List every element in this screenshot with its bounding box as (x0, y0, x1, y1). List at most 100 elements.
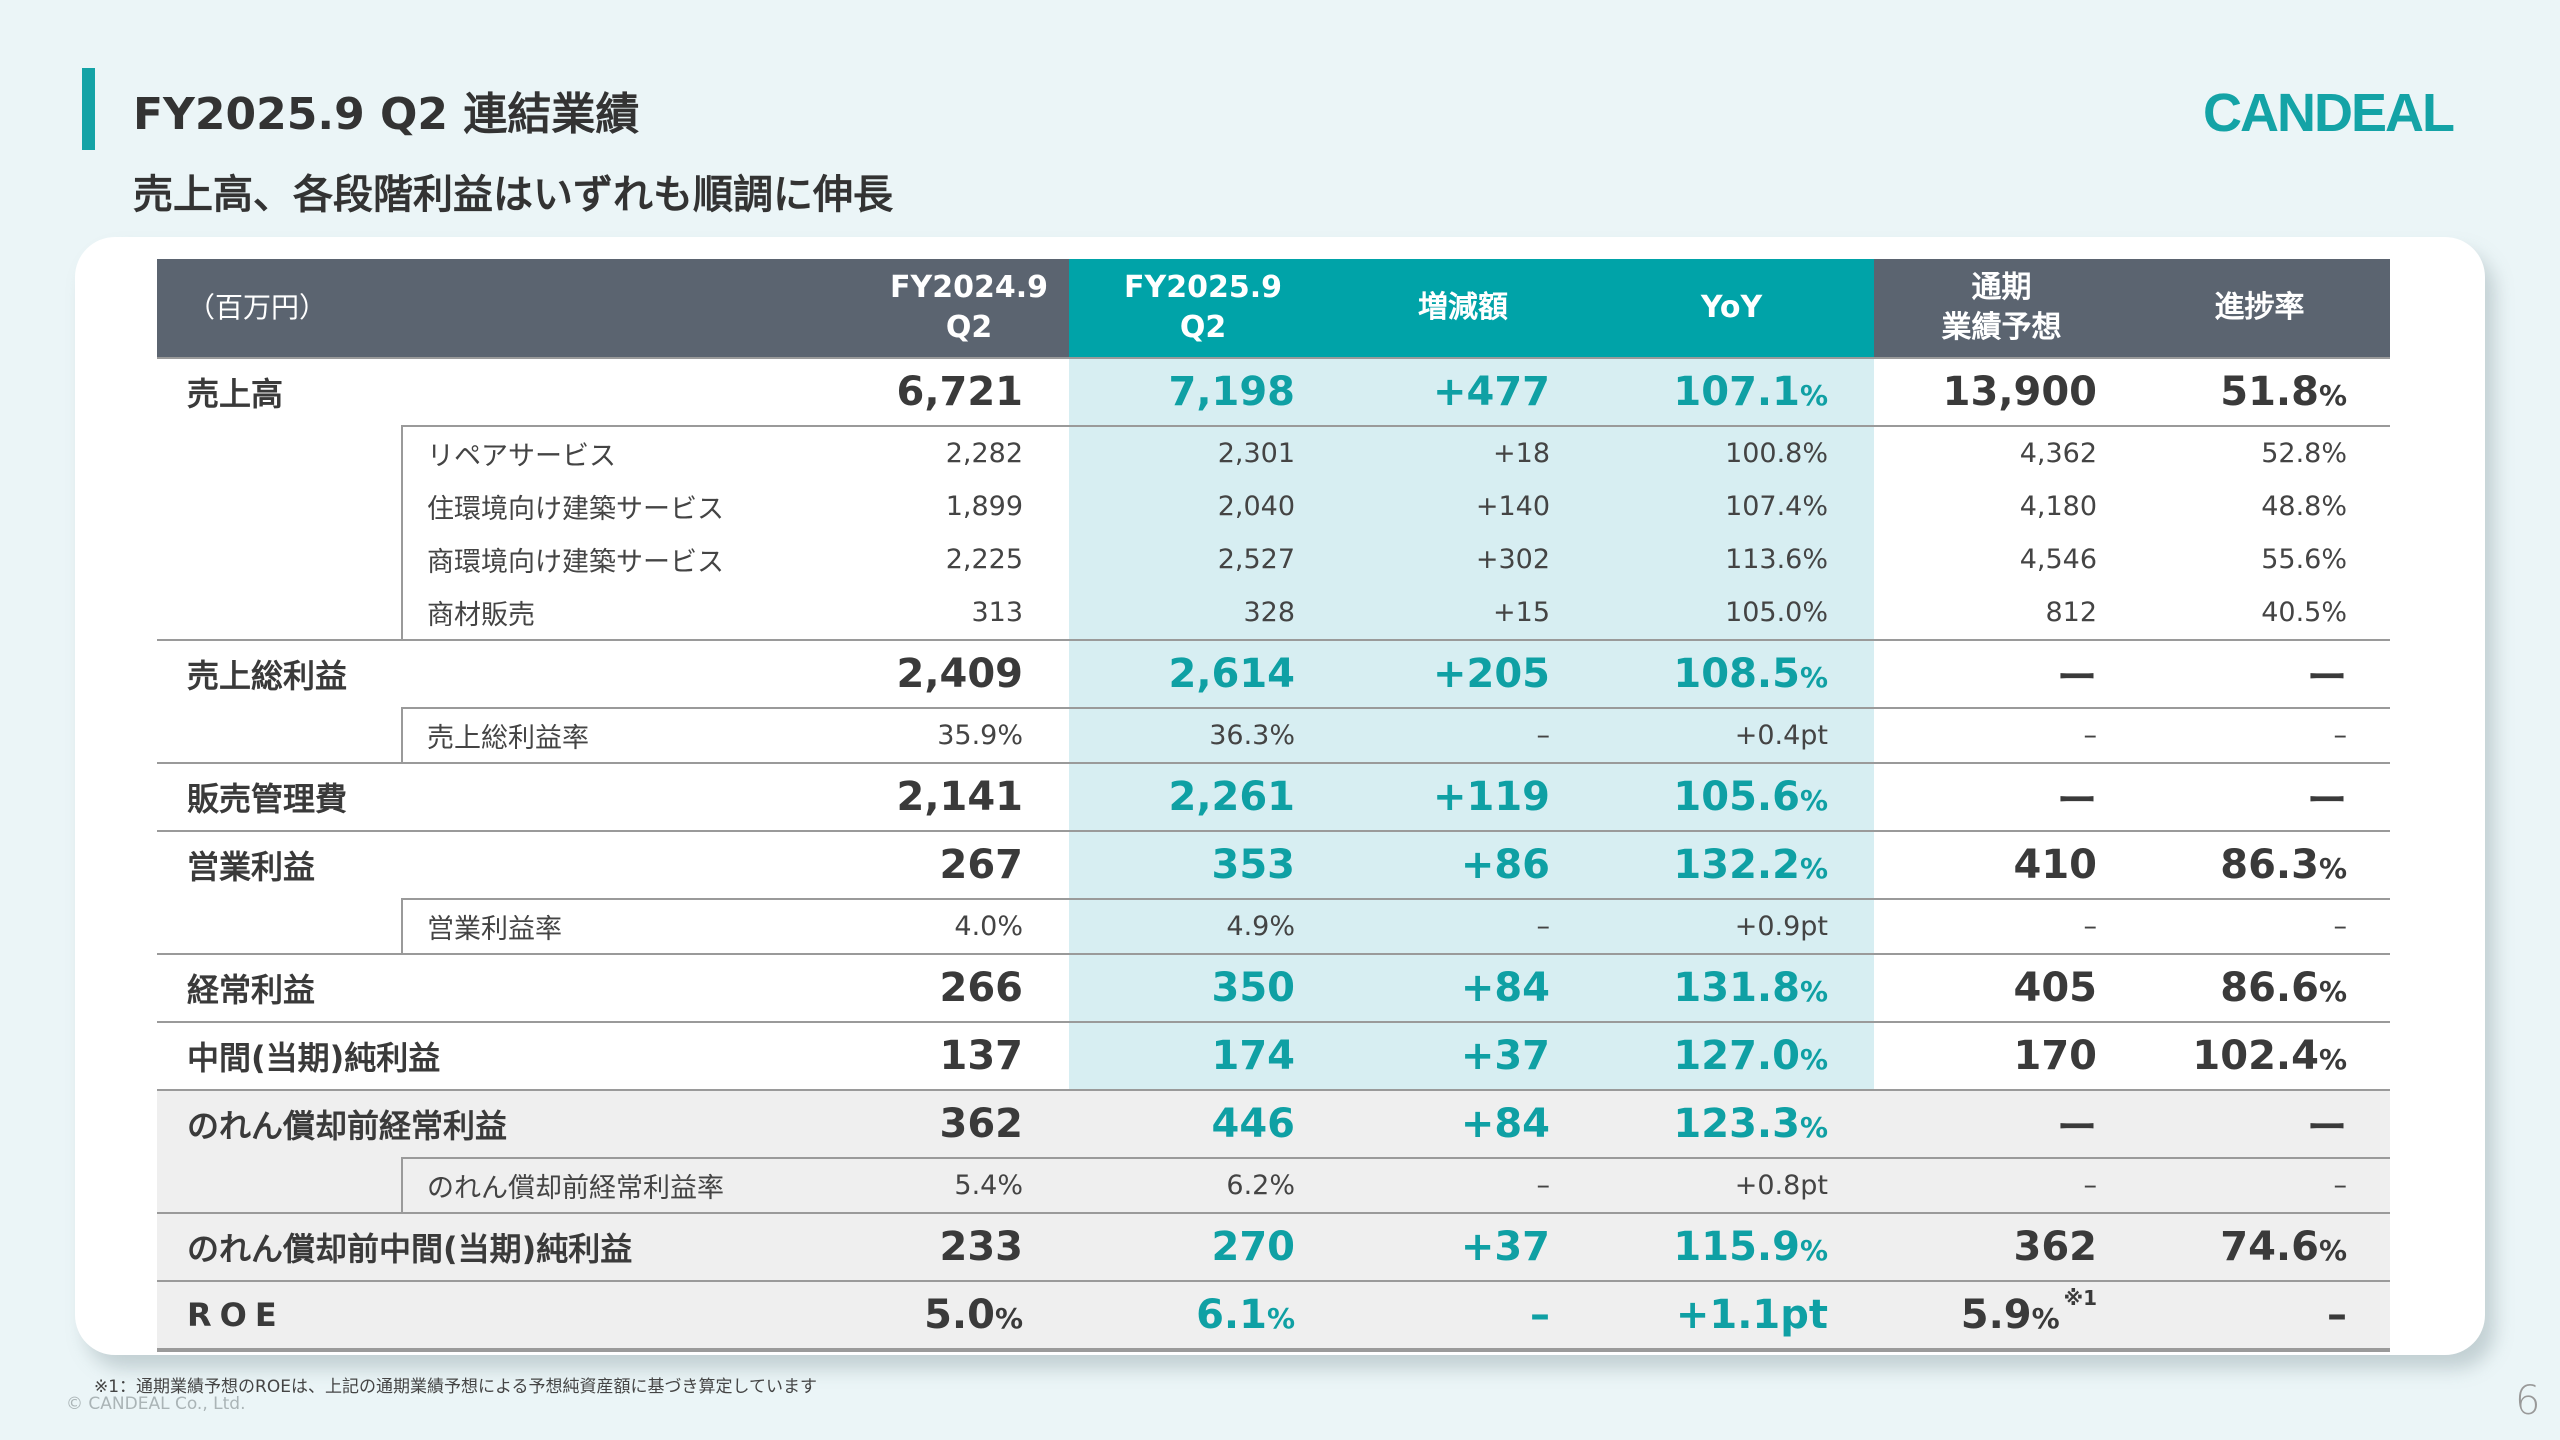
col-header-fy2024: FY2024.9 Q2 (869, 259, 1070, 358)
cell-fy2025: 2,614 (1069, 639, 1338, 708)
cell-change: +140 (1337, 480, 1590, 533)
value-number: 102.4 (2192, 1033, 2319, 1079)
cell-yoy: 123.3% (1589, 1089, 1875, 1158)
row-indent (157, 708, 402, 763)
value-number: 132.2 (1673, 842, 1800, 888)
value-text: 266 (939, 965, 1024, 1011)
cell-forecast: – (1874, 707, 2130, 763)
row-label: 売上総利益率 (400, 707, 870, 763)
value-text: 362 (2013, 1224, 2098, 1270)
value-number: 115.9 (1673, 1224, 1800, 1270)
page-title: FY2025.9 Q2 連結業績 (133, 89, 640, 140)
cell-fy2025: 36.3% (1069, 707, 1338, 763)
cell-fy2025: 446 (1069, 1089, 1338, 1158)
cell-yoy: 127.0% (1589, 1021, 1875, 1090)
page-number: 6 (2515, 1378, 2541, 1424)
row-indent (157, 1158, 402, 1213)
cell-change: +15 (1337, 586, 1590, 640)
cell-yoy: 113.6% (1589, 533, 1875, 586)
row-label: のれん償却前経常利益率 (400, 1157, 870, 1213)
cell-fy2024: 362 (869, 1089, 1070, 1158)
value-number: 108.5 (1673, 651, 1800, 697)
percent-sign: % (1799, 379, 1829, 412)
value-text: 313 (971, 597, 1024, 628)
value-text: 410 (2013, 842, 2098, 888)
cell-progress: – (2129, 1280, 2391, 1352)
value-text: ー (2307, 778, 2348, 824)
percent-sign: % (1799, 784, 1829, 817)
copyright: © CANDEAL Co., Ltd. (66, 1394, 246, 1414)
cell-fy2025: 2,261 (1069, 762, 1338, 831)
table-row: 売上高 6,721 7,198 +477 107.1% 13,900 51.8% (157, 357, 2391, 426)
value-text: ー (2057, 655, 2098, 701)
cell-fy2024: 233 (869, 1212, 1070, 1281)
table-row: 住環境向け建築サービス 1,899 2,040 +140 107.4% 4,180 48.8… (157, 480, 2390, 533)
table-row: ROE 5.0% 6.1% – +1.1pt 5.9%※1– (157, 1280, 2391, 1352)
cell-fy2025: 2,527 (1069, 533, 1338, 586)
value-text: +205 (1433, 651, 1551, 697)
cell-yoy: 115.9% (1589, 1212, 1875, 1281)
page-subtitle: 売上高、各段階利益はいずれも順調に伸長 (133, 172, 893, 218)
cell-yoy: 105.0% (1589, 586, 1875, 640)
cell-forecast: 410 (1874, 830, 2130, 899)
value-text: 4.0% (954, 911, 1024, 942)
cell-forecast: 362 (1874, 1212, 2130, 1281)
table-row: 売上総利益率 35.9% 36.3% – +0.4pt – – (157, 707, 2391, 763)
value-text: 2,225 (945, 544, 1024, 575)
percent-sign: % (1799, 975, 1829, 1008)
cell-fy2025: 2,301 (1069, 425, 1338, 480)
row-label: 売上高 (157, 357, 870, 426)
cell-fy2024: 6,721 (869, 357, 1070, 426)
cell-change: +86 (1337, 830, 1590, 899)
value-text: – (2083, 911, 2098, 942)
cell-fy2024: 2,141 (869, 762, 1070, 831)
value-text: 2,527 (1217, 544, 1296, 575)
unit-label: （百万円） (157, 259, 870, 358)
col-header-forecast: 通期 業績予想 (1874, 259, 2130, 358)
row-label: ROE (157, 1280, 870, 1352)
value-text: – (2333, 720, 2348, 751)
value-text: 107.4% (1725, 491, 1829, 522)
value-text: 4.9% (1226, 911, 1296, 942)
value-text: 2,261 (1168, 774, 1296, 820)
cell-fy2024: 1,899 (869, 480, 1069, 533)
value-text: +84 (1460, 965, 1551, 1011)
cell-fy2025: 6.2% (1069, 1157, 1338, 1213)
cell-progress: 74.6% (2129, 1212, 2391, 1281)
cell-progress: 40.5% (2129, 586, 2390, 640)
cell-forecast: 5.9%※1 (1874, 1280, 2130, 1352)
value-text: 100.8% (1725, 438, 1829, 469)
value-text: +0.9pt (1734, 911, 1829, 942)
cell-change: +37 (1337, 1021, 1590, 1090)
cell-progress: – (2129, 898, 2391, 954)
percent-sign: % (2318, 975, 2348, 1008)
percent-sign: % (2031, 1302, 2060, 1335)
value-text: 270 (1211, 1224, 1296, 1270)
percent-sign: % (1799, 661, 1829, 694)
cell-fy2025: 328 (1069, 586, 1338, 640)
percent-sign: % (2318, 1043, 2348, 1076)
value-text: +18 (1493, 438, 1551, 469)
cell-progress: – (2129, 707, 2391, 763)
cell-change: +84 (1337, 1089, 1590, 1158)
col-header-yoy: YoY (1589, 259, 1875, 358)
percent-sign: % (1799, 852, 1829, 885)
row-label: のれん償却前経常利益 (157, 1089, 870, 1158)
percent-sign: % (2318, 852, 2348, 885)
value-text: 170 (2013, 1033, 2098, 1079)
value-text: 2,301 (1217, 438, 1296, 469)
value-text: 267 (939, 842, 1024, 888)
value-text: +302 (1475, 544, 1551, 575)
value-text: – (2083, 1170, 2098, 1201)
percent-sign: % (2318, 379, 2348, 412)
value-text: – (2333, 1170, 2348, 1201)
value-text: 812 (2045, 597, 2098, 628)
cell-progress: ー (2129, 762, 2391, 831)
value-text: 1,899 (945, 491, 1024, 522)
value-text: 6.2% (1226, 1170, 1296, 1201)
row-label: 中間(当期)純利益 (157, 1021, 870, 1090)
value-text: +0.8pt (1734, 1170, 1829, 1201)
row-label: 販売管理費 (157, 762, 870, 831)
cell-change: +18 (1337, 425, 1590, 480)
cell-yoy: +0.4pt (1589, 707, 1875, 763)
